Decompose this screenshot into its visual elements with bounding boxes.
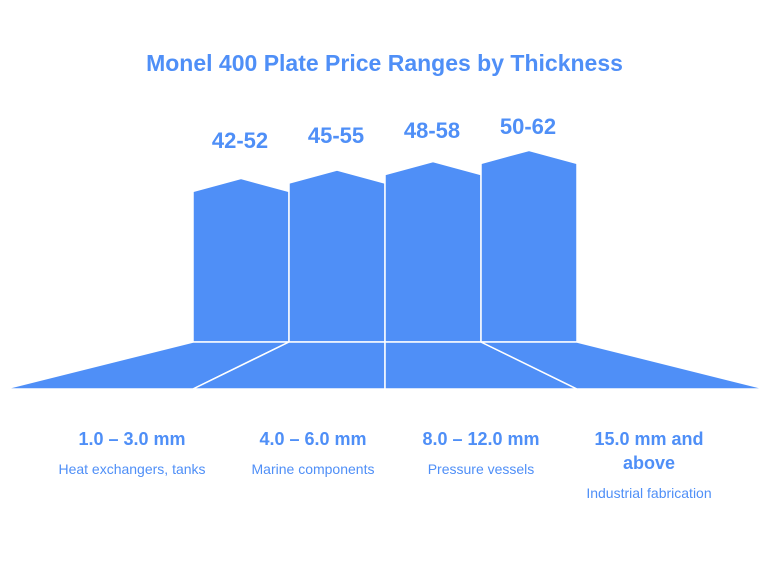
category-1-title: 1.0 – 3.0 mm: [78, 429, 186, 449]
category-3-description: Pressure vessels: [427, 461, 535, 477]
floor-group: [4, 341, 766, 390]
chart-title: Monel 400 Plate Price Ranges by Thicknes…: [146, 50, 623, 76]
category-4: 15.0 mm and above Industrial fabrication: [564, 427, 734, 501]
category-2-description: Marine components: [251, 461, 375, 477]
bar-4: [480, 149, 578, 343]
bar-3: [384, 160, 482, 343]
bar-1: [192, 177, 290, 343]
bar-2: [288, 169, 386, 343]
category-1: 1.0 – 3.0 mm Heat exchangers, tanks: [47, 427, 217, 477]
value-label-1: 42-52: [211, 128, 269, 153]
category-2-title: 4.0 – 6.0 mm: [259, 429, 367, 449]
value-label-3: 48-58: [403, 118, 461, 143]
category-1-description: Heat exchangers, tanks: [58, 461, 206, 477]
bars-group: [192, 149, 578, 343]
value-label-4: 50-62: [499, 114, 557, 139]
value-label-2: 45-55: [307, 123, 365, 148]
floor-segment-4: [480, 341, 766, 390]
category-2: 4.0 – 6.0 mm Marine components: [228, 427, 398, 477]
category-3-title: 8.0 – 12.0 mm: [422, 429, 540, 449]
category-4-title: 15.0 mm and above: [594, 429, 704, 473]
category-3: 8.0 – 12.0 mm Pressure vessels: [396, 427, 566, 477]
category-4-description: Industrial fabrication: [586, 485, 712, 501]
